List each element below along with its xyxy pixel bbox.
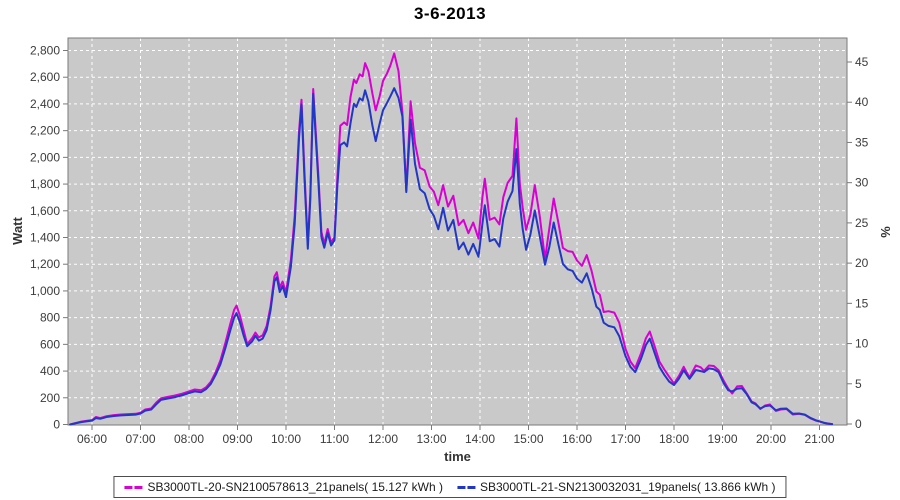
x-tick-label: 21:00 xyxy=(804,432,834,446)
legend-item-inverter-21: SB3000TL-21-SN2130032031_19panels( 13.86… xyxy=(457,480,776,494)
x-tick-label: 06:00 xyxy=(77,432,107,446)
y-left-tick-label: 1,600 xyxy=(30,204,60,218)
x-tick-label: 12:00 xyxy=(368,432,398,446)
x-tick-label: 07:00 xyxy=(125,432,155,446)
x-tick-label: 13:00 xyxy=(416,432,446,446)
legend-line-swatch-magenta xyxy=(124,485,143,489)
y-left-tick-label: 1,000 xyxy=(30,284,60,298)
y-right-tick-label: 40 xyxy=(855,95,869,109)
plot-border xyxy=(67,37,848,426)
y-right-tick-label: 30 xyxy=(855,176,869,190)
y-left-tick-label: 200 xyxy=(40,391,60,405)
y-right-tick-label: 45 xyxy=(855,55,869,69)
x-tick-label: 09:00 xyxy=(222,432,252,446)
x-tick-label: 18:00 xyxy=(659,432,689,446)
x-axis-title: time xyxy=(444,449,471,464)
y-axis-left-title: Watt xyxy=(10,217,25,245)
x-tick-label: 08:00 xyxy=(174,432,204,446)
x-tick-label: 15:00 xyxy=(513,432,543,446)
y-left-tick-label: 1,200 xyxy=(30,257,60,271)
legend: SB3000TL-20-SN2100578613_21panels( 15.12… xyxy=(113,476,787,498)
y-right-tick-label: 15 xyxy=(855,296,869,310)
y-left-tick-label: 1,800 xyxy=(30,177,60,191)
x-tick-label: 20:00 xyxy=(756,432,786,446)
y-left-tick-label: 2,000 xyxy=(30,150,60,164)
legend-label: SB3000TL-21-SN2130032031_19panels( 13.86… xyxy=(480,480,776,494)
y-left-tick-label: 2,400 xyxy=(30,97,60,111)
x-tick-label: 17:00 xyxy=(610,432,640,446)
legend-item-inverter-20: SB3000TL-20-SN2100578613_21panels( 15.12… xyxy=(124,480,443,494)
y-right-tick-label: 25 xyxy=(855,216,869,230)
y-left-tick-label: 800 xyxy=(40,311,60,325)
x-tick-label: 10:00 xyxy=(271,432,301,446)
y-right-tick-label: 5 xyxy=(855,377,862,391)
y-right-tick-label: 20 xyxy=(855,256,869,270)
series-line-sb3000tl-21 xyxy=(69,87,834,426)
y-axis-right-title: % xyxy=(878,226,893,238)
y-right-tick-label: 10 xyxy=(855,337,869,351)
x-tick-label: 16:00 xyxy=(562,432,592,446)
x-tick-label: 14:00 xyxy=(465,432,495,446)
legend-label: SB3000TL-20-SN2100578613_21panels( 15.12… xyxy=(147,480,443,494)
y-right-tick-label: 35 xyxy=(855,135,869,149)
series-line-sb3000tl-20 xyxy=(69,52,834,426)
y-left-tick-label: 600 xyxy=(40,337,60,351)
y-left-tick-label: 2,200 xyxy=(30,124,60,138)
y-right-tick-label: 0 xyxy=(855,417,862,431)
y-left-tick-label: 400 xyxy=(40,364,60,378)
plot-background xyxy=(68,38,847,425)
y-left-tick-label: 2,600 xyxy=(30,70,60,84)
x-tick-label: 11:00 xyxy=(320,432,349,446)
y-left-tick-label: 2,800 xyxy=(30,44,60,58)
y-left-tick-label: 1,400 xyxy=(30,231,60,245)
y-left-tick-label: 0 xyxy=(53,418,60,432)
chart-title: 3-6-2013 xyxy=(413,4,487,23)
x-tick-label: 19:00 xyxy=(707,432,737,446)
legend-line-swatch-blue xyxy=(457,485,475,489)
